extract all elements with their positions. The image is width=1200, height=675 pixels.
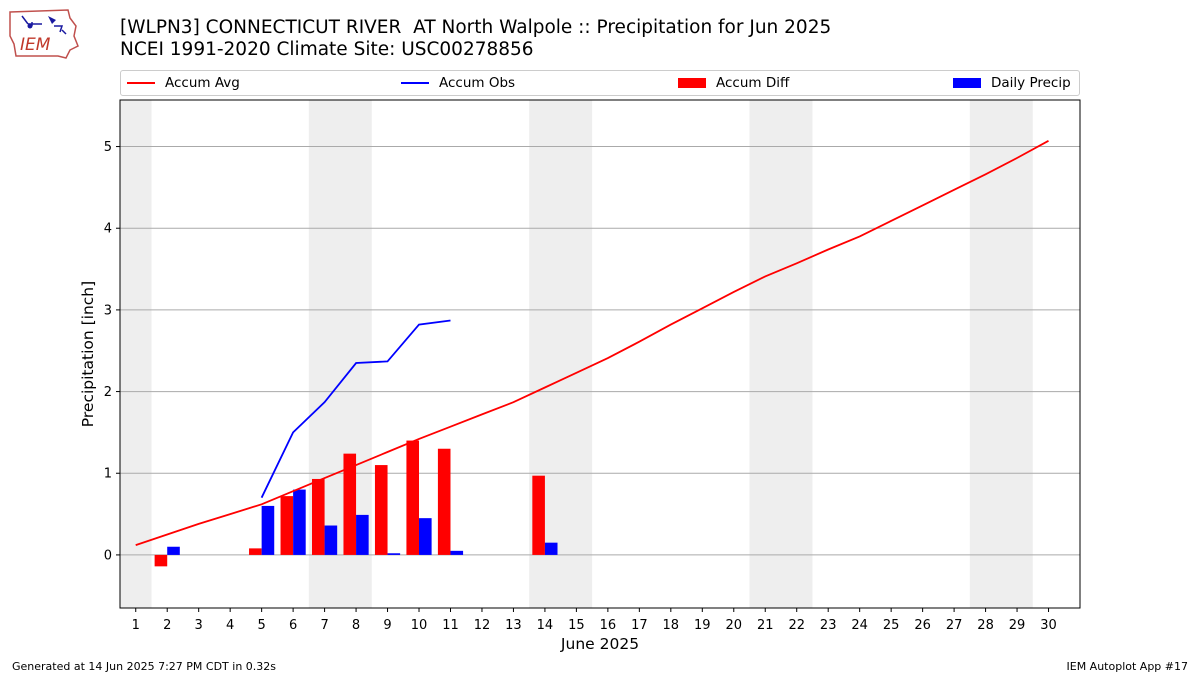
x-tick-label-16: 16 <box>600 618 617 633</box>
legend-swatch-accum-avg <box>127 82 155 84</box>
y-tick-label-3: 3 <box>104 303 112 318</box>
legend-item-accum-avg: Accum Avg <box>127 71 240 95</box>
chart-subtitle: NCEI 1991-2020 Climate Site: USC00278856 <box>120 39 534 60</box>
x-tick-label-22: 22 <box>788 618 805 633</box>
legend-label-accum-obs: Accum Obs <box>439 75 516 91</box>
x-tick-label-1: 1 <box>132 618 140 633</box>
daily-precip-bar-day-14 <box>544 542 558 555</box>
legend-label-daily-precip: Daily Precip <box>991 75 1071 91</box>
x-tick-label-26: 26 <box>914 618 931 633</box>
x-tick-label-7: 7 <box>320 618 328 633</box>
accum-diff-bar-day-11 <box>437 448 451 555</box>
x-tick-label-14: 14 <box>537 618 554 633</box>
accum-diff-bar-day-9 <box>374 465 388 555</box>
x-tick-label-18: 18 <box>663 618 680 633</box>
daily-precip-bar-day-5 <box>261 505 275 555</box>
generated-timestamp: Generated at 14 Jun 2025 7:27 PM CDT in … <box>12 660 277 673</box>
weekend-band-4 <box>969 100 1033 608</box>
x-tick-label-5: 5 <box>257 618 265 633</box>
accum-diff-bar-day-7 <box>312 478 325 555</box>
legend-item-accum-obs: Accum Obs <box>401 71 515 95</box>
iem-logo: IEM <box>8 6 80 60</box>
x-tick-label-30: 30 <box>1040 618 1057 633</box>
y-tick-label-4: 4 <box>104 222 112 237</box>
app-credit: IEM Autoplot App #17 <box>1066 660 1189 673</box>
chart-title: [WLPN3] CONNECTICUT RIVER AT North Walpo… <box>120 17 832 38</box>
accum-diff-bar-day-2 <box>154 554 168 567</box>
legend-swatch-accum-diff <box>678 78 706 88</box>
x-tick-label-24: 24 <box>851 618 868 633</box>
legend-item-accum-diff: Accum Diff <box>678 71 789 95</box>
legend-label-accum-diff: Accum Diff <box>716 75 790 91</box>
logo-text: IEM <box>20 35 51 55</box>
y-tick-label-2: 2 <box>104 385 112 400</box>
x-tick-label-17: 17 <box>631 618 648 633</box>
weekend-band-3 <box>749 100 813 608</box>
x-tick-label-3: 3 <box>195 618 203 633</box>
x-tick-label-13: 13 <box>505 618 522 633</box>
x-tick-label-25: 25 <box>883 618 900 633</box>
x-tick-label-20: 20 <box>725 618 742 633</box>
y-axis-label: Precipitation [inch] <box>79 281 97 427</box>
plot-frame <box>119 99 1081 609</box>
x-tick-label-10: 10 <box>411 618 428 633</box>
x-tick-label-11: 11 <box>442 618 459 633</box>
daily-precip-bar-day-11 <box>450 550 464 555</box>
chart-legend: Accum Avg Accum Obs Accum Diff Daily Pre… <box>120 70 1080 96</box>
x-tick-label-23: 23 <box>820 618 837 633</box>
accum-diff-bar-day-6 <box>280 496 294 555</box>
y-tick-label-1: 1 <box>104 467 112 482</box>
x-tick-label-6: 6 <box>289 618 297 633</box>
y-tick-label-0: 0 <box>104 548 112 563</box>
legend-swatch-accum-obs <box>401 82 429 84</box>
x-tick-label-29: 29 <box>1009 618 1026 633</box>
x-tick-label-15: 15 <box>568 618 585 633</box>
x-tick-label-12: 12 <box>474 618 491 633</box>
x-tick-label-8: 8 <box>352 618 360 633</box>
x-tick-label-9: 9 <box>383 618 391 633</box>
x-axis-label: June 2025 <box>560 635 639 653</box>
legend-swatch-daily-precip <box>953 78 981 88</box>
daily-precip-bar-day-10 <box>419 518 432 555</box>
accum-obs-line <box>260 319 451 499</box>
daily-precip-bar-day-7 <box>324 525 338 555</box>
x-tick-label-27: 27 <box>946 618 963 633</box>
x-tick-label-19: 19 <box>694 618 711 633</box>
x-tick-label-2: 2 <box>163 618 171 633</box>
daily-precip-bar-day-8 <box>356 514 369 555</box>
daily-precip-bar-day-6 <box>293 489 306 555</box>
accum-diff-bar-day-5 <box>249 548 262 555</box>
weekend-band-0 <box>120 100 152 608</box>
legend-label-accum-avg: Accum Avg <box>165 75 240 91</box>
daily-precip-bar-day-2 <box>167 546 180 555</box>
daily-precip-bar-day-9 <box>387 553 401 555</box>
accum-diff-bar-day-10 <box>406 440 420 555</box>
x-tick-label-21: 21 <box>757 618 774 633</box>
legend-item-daily-precip: Daily Precip <box>953 71 1071 95</box>
x-tick-label-28: 28 <box>977 618 994 633</box>
x-tick-label-4: 4 <box>226 618 234 633</box>
y-tick-label-5: 5 <box>104 140 112 155</box>
accum-diff-bar-day-14 <box>532 475 545 555</box>
accum-diff-bar-day-8 <box>343 453 357 555</box>
accum-avg-line <box>135 140 1049 546</box>
